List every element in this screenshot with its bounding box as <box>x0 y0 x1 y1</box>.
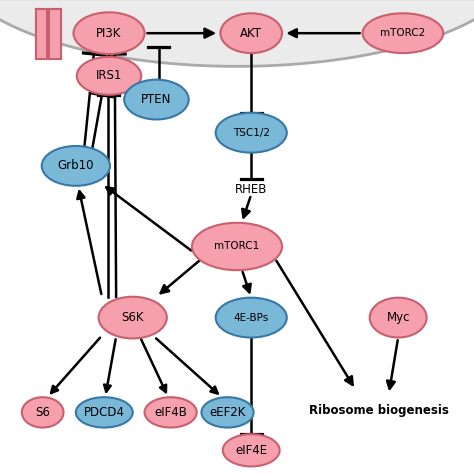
Ellipse shape <box>216 298 287 337</box>
Ellipse shape <box>73 12 145 54</box>
Text: PTEN: PTEN <box>141 93 172 106</box>
Ellipse shape <box>216 113 287 153</box>
Text: 4E-BPs: 4E-BPs <box>234 312 269 323</box>
Ellipse shape <box>124 80 189 119</box>
Bar <box>49 9 61 59</box>
Text: S6: S6 <box>35 406 50 419</box>
Ellipse shape <box>77 57 141 95</box>
Text: mTORC1: mTORC1 <box>214 241 260 252</box>
Text: Ribosome biogenesis: Ribosome biogenesis <box>309 403 449 417</box>
Ellipse shape <box>220 13 282 53</box>
Text: PI3K: PI3K <box>96 27 122 40</box>
Ellipse shape <box>145 397 197 428</box>
Bar <box>36 9 47 59</box>
Bar <box>36 9 47 59</box>
Text: eIF4B: eIF4B <box>154 406 187 419</box>
Ellipse shape <box>201 397 254 428</box>
Ellipse shape <box>76 397 133 428</box>
Ellipse shape <box>363 13 443 53</box>
Text: mTORC2: mTORC2 <box>380 28 426 38</box>
Bar <box>49 9 61 59</box>
Text: eEF2K: eEF2K <box>210 406 246 419</box>
Ellipse shape <box>42 146 110 186</box>
Text: IRS1: IRS1 <box>96 69 122 82</box>
Ellipse shape <box>192 223 282 270</box>
Text: RHEB: RHEB <box>235 183 267 196</box>
Ellipse shape <box>223 434 280 466</box>
Text: TSC1/2: TSC1/2 <box>233 128 270 138</box>
Ellipse shape <box>22 397 64 428</box>
Ellipse shape <box>370 298 427 337</box>
Text: Grb10: Grb10 <box>57 159 94 173</box>
Text: Myc: Myc <box>386 311 410 324</box>
Text: S6K: S6K <box>121 311 144 324</box>
Text: eIF4E: eIF4E <box>235 444 267 457</box>
Text: AKT: AKT <box>240 27 262 40</box>
Text: PDCD4: PDCD4 <box>84 406 125 419</box>
Ellipse shape <box>99 297 167 338</box>
